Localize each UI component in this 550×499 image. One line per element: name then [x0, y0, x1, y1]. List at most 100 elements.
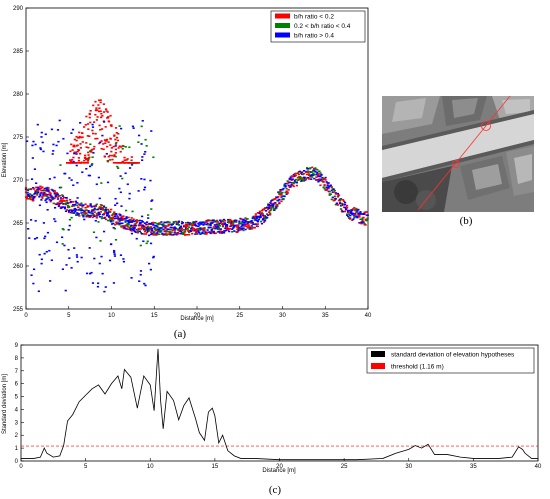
elevation-point	[212, 219, 215, 222]
elevation-point	[81, 136, 84, 138]
std-y-tick-label: 1	[15, 446, 19, 452]
elevation-point	[58, 194, 61, 197]
elevation-point	[81, 171, 84, 174]
std-y-tick-label: 9	[15, 343, 19, 349]
elevation-point	[227, 219, 230, 221]
elevation-point	[110, 147, 113, 149]
elevation-point	[164, 225, 167, 227]
elevation-point	[120, 205, 123, 207]
elevation-point	[151, 227, 154, 230]
elevation-point	[83, 210, 86, 213]
elevation-point	[257, 218, 261, 221]
elevation-point	[188, 226, 191, 228]
elevation-point	[254, 213, 257, 215]
elevation-point	[88, 272, 92, 275]
elevation-point	[176, 222, 179, 225]
elevation-point	[109, 114, 112, 117]
elevation-point	[81, 141, 84, 143]
elevation-point	[76, 202, 79, 204]
elevation-point	[365, 219, 368, 222]
elevation-point	[120, 127, 123, 130]
elevation-point	[117, 218, 120, 221]
elevation-point	[361, 218, 364, 221]
elevation-point	[196, 233, 199, 235]
elevation-point	[117, 167, 120, 169]
elevation-point	[165, 234, 168, 236]
elevation-point	[185, 234, 189, 236]
elevation-point	[134, 223, 137, 225]
elevation-point	[87, 174, 90, 177]
elevation-point	[278, 202, 281, 205]
panel-label-c: (c)	[269, 484, 282, 496]
elevation-point	[343, 203, 347, 206]
elevation-point	[130, 232, 134, 235]
elevation-point	[353, 207, 356, 209]
elevation-point	[255, 217, 258, 219]
elevation-point	[232, 222, 235, 224]
elevation-point	[66, 202, 70, 204]
elevation-point	[140, 220, 144, 222]
elevation-point	[314, 167, 317, 169]
elevation-point	[91, 148, 94, 151]
elevation-point	[69, 160, 72, 163]
elevation-point	[162, 228, 165, 231]
elevation-point	[44, 187, 47, 190]
elevation-point	[266, 206, 269, 209]
elevation-point	[89, 204, 92, 207]
std-deviation-line	[21, 348, 538, 461]
elevation-chart: 0 5 10 15 20 25 30 35 40 255 260 265 270 275 280 285 290…	[2, 6, 372, 340]
elevation-point	[145, 242, 148, 245]
elevation-point	[88, 165, 92, 168]
elevation-point	[158, 233, 161, 236]
elevation-x-axis-label: Distance [m]	[180, 316, 214, 322]
elevation-point	[93, 145, 96, 148]
elevation-point	[126, 162, 130, 164]
elevation-point	[307, 176, 310, 179]
elevation-point	[94, 137, 97, 140]
elevation-point	[41, 141, 44, 144]
elevation-point	[61, 268, 64, 271]
elevation-point	[91, 212, 94, 215]
elevation-point	[139, 270, 143, 272]
elevation-point	[302, 170, 306, 172]
elevation-point	[141, 156, 144, 158]
elevation-point	[207, 226, 210, 229]
elevation-point	[164, 232, 167, 235]
elevation-point	[269, 204, 272, 207]
elevation-point	[240, 227, 243, 230]
elevation-point	[103, 290, 106, 293]
elevation-point	[49, 192, 52, 195]
elevation-point	[169, 228, 172, 231]
elevation-point	[87, 214, 90, 217]
elevation-point	[73, 138, 76, 141]
elevation-point	[101, 128, 104, 130]
elevation-point	[260, 222, 264, 225]
elevation-point	[141, 215, 144, 218]
elevation-point	[104, 286, 107, 288]
elevation-point	[218, 222, 222, 225]
elevation-point	[51, 153, 54, 155]
elevation-point	[112, 145, 115, 148]
elevation-point	[105, 110, 108, 112]
elevation-point	[114, 138, 117, 141]
elevation-point	[85, 272, 89, 275]
elevation-point	[89, 109, 92, 112]
elevation-point	[258, 210, 262, 213]
elevation-point	[206, 222, 209, 225]
elevation-point	[242, 219, 245, 221]
elevation-point	[156, 232, 159, 234]
elevation-point	[299, 176, 303, 179]
elevation-point	[70, 162, 73, 164]
elevation-point	[152, 223, 155, 225]
elevation-point	[102, 213, 106, 215]
elevation-point	[154, 227, 157, 230]
std-y-tick-label: 8	[15, 356, 19, 362]
elevation-point	[79, 152, 82, 155]
std-legend-box	[366, 347, 535, 374]
elevation-point	[76, 150, 79, 153]
elevation-point	[129, 162, 132, 164]
elevation-point	[363, 213, 366, 215]
elevation-point	[78, 131, 81, 134]
elevation-point	[336, 195, 340, 197]
elevation-point	[247, 224, 250, 226]
